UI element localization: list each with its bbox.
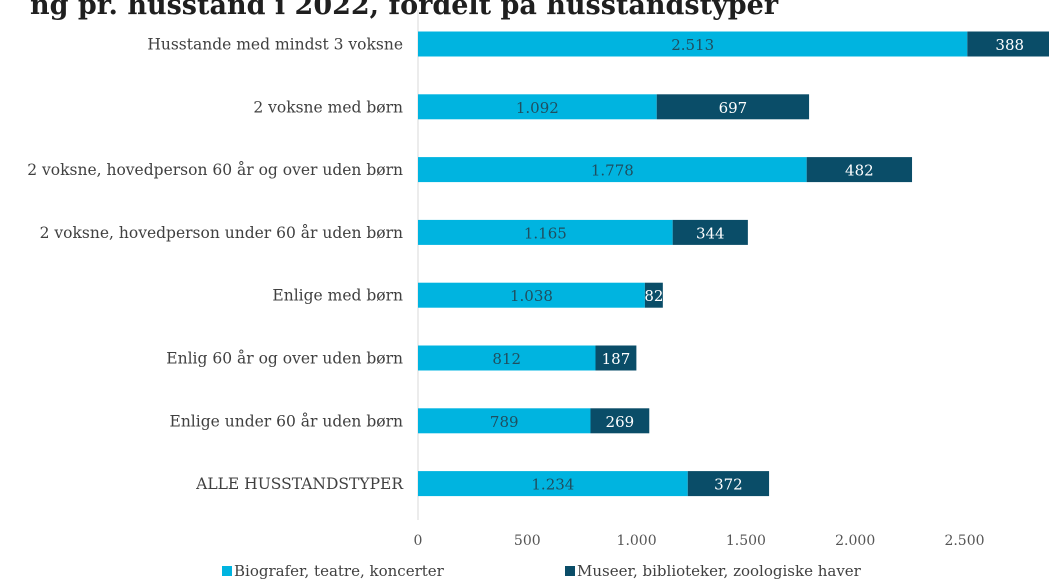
data-label: 1.038	[510, 287, 553, 305]
bar-segment-museer	[672, 219, 748, 245]
legend-swatch	[222, 566, 232, 576]
data-label: 269	[606, 413, 635, 431]
data-label: 344	[696, 224, 725, 242]
category-label: 2 voksne, hovedperson 60 år og over uden…	[27, 161, 403, 179]
category-label: 2 voksne, hovedperson under 60 år uden b…	[40, 224, 403, 242]
x-tick-label: 500	[514, 533, 541, 549]
legend-swatch	[565, 566, 575, 576]
data-label: 697	[719, 99, 748, 117]
data-label: 388	[995, 36, 1024, 54]
legend-label: Museer, biblioteker, zoologiske haver	[577, 562, 862, 580]
bar-segment-museer	[644, 282, 663, 308]
data-label: 372	[714, 476, 743, 494]
category-label: Enlige under 60 år uden børn	[170, 412, 404, 430]
data-label: 1.778	[591, 162, 634, 180]
x-tick-label: 2.000	[835, 533, 875, 549]
x-tick-label: 1.000	[617, 533, 657, 549]
legend: Biografer, teatre, koncerter Museer, bibl…	[222, 562, 862, 580]
bar-segment-museer	[806, 157, 913, 183]
legend-label: Biografer, teatre, koncerter	[234, 562, 445, 580]
category-label: Enlige med børn	[272, 287, 403, 305]
data-label: 812	[492, 350, 521, 368]
bars-group: 2.513 388 1.092 697 1.778 482 1.165 344 1.038 82 8…	[418, 31, 1049, 497]
data-label: 789	[490, 413, 519, 431]
data-label: 1.234	[531, 476, 574, 494]
category-label: 2 voksne med børn	[253, 98, 403, 116]
bar-segment-museer	[590, 408, 650, 434]
category-label: Enlig 60 år og over uden børn	[166, 350, 403, 368]
bar-segment-biografer	[418, 345, 596, 371]
data-label: 82	[644, 287, 663, 305]
bar-segment-biografer	[418, 282, 645, 308]
bar-segment-museer	[687, 471, 770, 497]
data-label: 187	[602, 350, 631, 368]
bar-segment-biografer	[418, 94, 657, 120]
bar-segment-biografer	[418, 471, 688, 497]
x-tick-label: 2.500	[944, 533, 984, 549]
bar-segment-biografer	[418, 219, 673, 245]
x-tick-label: 0	[414, 533, 423, 549]
data-label: 482	[845, 162, 874, 180]
bar-segment-museer	[595, 345, 637, 371]
data-label: 1.092	[516, 99, 559, 117]
bar-segment-museer	[967, 31, 1049, 57]
x-axis-ticks: 0 500 1.000 1.500 2.000 2.500	[414, 533, 985, 549]
bar-segment-biografer	[418, 157, 807, 183]
data-label: 2.513	[671, 36, 714, 54]
bar-segment-museer	[656, 94, 810, 120]
chart-title: ng pr. husstand i 2022, fordelt på husst…	[30, 0, 779, 21]
category-labels: Husstande med mindst 3 voksne 2 voksne me…	[27, 36, 404, 494]
category-label: Husstande med mindst 3 voksne	[147, 36, 403, 54]
data-label: 1.165	[524, 224, 567, 242]
x-tick-label: 1.500	[726, 533, 766, 549]
bar-segment-biografer	[418, 408, 591, 434]
bar-segment-biografer	[418, 31, 968, 57]
category-label: ALLE HUSSTANDSTYPER	[195, 475, 404, 493]
